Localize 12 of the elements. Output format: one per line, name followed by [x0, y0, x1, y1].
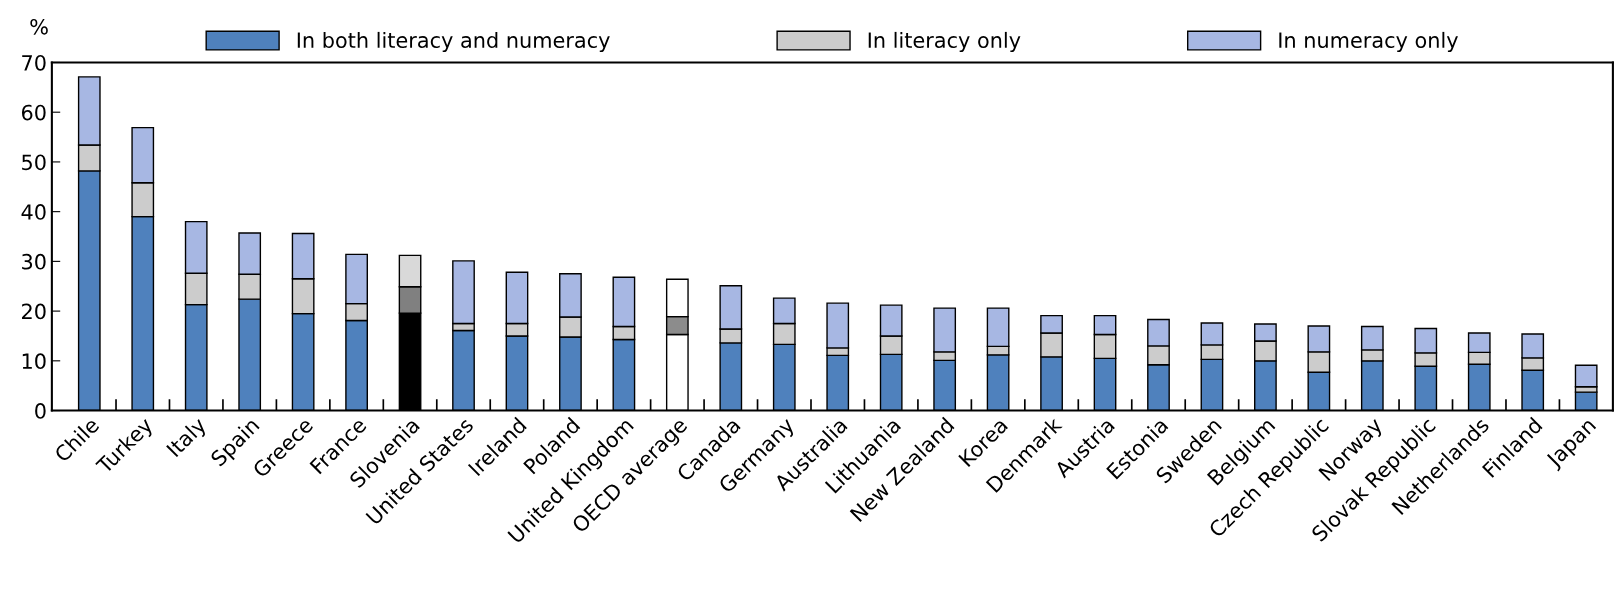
y-tick-label: 60 [21, 104, 46, 121]
legend-label: In literacy only [868, 31, 1021, 53]
y-tick-label: 0 [35, 403, 46, 419]
y-tick-label: 10 [22, 353, 46, 370]
y-tick-label: 30 [22, 253, 46, 270]
legend-label: In both literacy and numeracy [297, 31, 610, 53]
y-axis-title: % [30, 18, 48, 35]
y-tick-label: 50 [22, 154, 46, 171]
y-tick-label: 40 [21, 204, 46, 220]
y-tick-label: 70 [22, 54, 46, 71]
legend-label: In numeracy only [1279, 31, 1458, 53]
y-tick-label: 20 [22, 303, 46, 320]
